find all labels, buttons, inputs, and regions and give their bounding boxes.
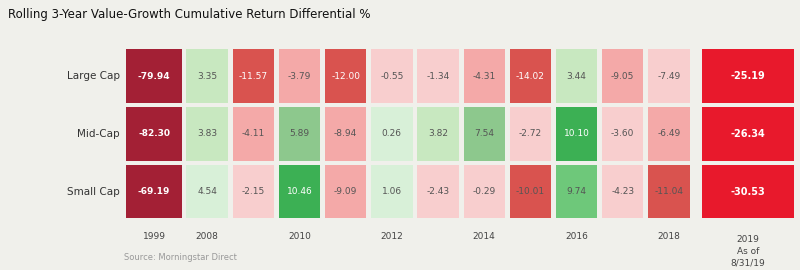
Text: 2016: 2016 xyxy=(565,232,588,241)
Text: 2018: 2018 xyxy=(658,232,680,241)
Text: 9.74: 9.74 xyxy=(566,187,586,196)
Text: -11.04: -11.04 xyxy=(654,187,683,196)
Text: 2019
As of
8/31/19: 2019 As of 8/31/19 xyxy=(730,235,766,268)
Text: -3.60: -3.60 xyxy=(611,129,634,139)
Text: 3.83: 3.83 xyxy=(197,129,217,139)
Text: Source: Morningstar Direct: Source: Morningstar Direct xyxy=(124,253,237,262)
Text: 10.10: 10.10 xyxy=(564,129,590,139)
Text: 7.54: 7.54 xyxy=(474,129,494,139)
Text: 2008: 2008 xyxy=(196,232,218,241)
Text: -0.55: -0.55 xyxy=(380,72,403,81)
Text: 3.44: 3.44 xyxy=(566,72,586,81)
Text: 2014: 2014 xyxy=(473,232,495,241)
Text: -1.34: -1.34 xyxy=(426,72,450,81)
Text: -4.23: -4.23 xyxy=(611,187,634,196)
Text: -79.94: -79.94 xyxy=(138,72,170,81)
Text: -25.19: -25.19 xyxy=(730,71,766,81)
Text: -4.31: -4.31 xyxy=(473,72,496,81)
Text: -30.53: -30.53 xyxy=(730,187,766,197)
Text: 3.82: 3.82 xyxy=(428,129,448,139)
Text: 1.06: 1.06 xyxy=(382,187,402,196)
Text: 2010: 2010 xyxy=(288,232,311,241)
Text: -7.49: -7.49 xyxy=(658,72,681,81)
Text: -8.94: -8.94 xyxy=(334,129,358,139)
Text: 10.46: 10.46 xyxy=(286,187,312,196)
Text: -12.00: -12.00 xyxy=(331,72,360,81)
Text: Rolling 3-Year Value-Growth Cumulative Return Differential %: Rolling 3-Year Value-Growth Cumulative R… xyxy=(8,8,370,21)
Text: -2.15: -2.15 xyxy=(242,187,265,196)
Text: -11.57: -11.57 xyxy=(238,72,268,81)
Text: -0.29: -0.29 xyxy=(473,187,496,196)
Text: -2.72: -2.72 xyxy=(519,129,542,139)
Text: 4.54: 4.54 xyxy=(197,187,217,196)
Text: 0.26: 0.26 xyxy=(382,129,402,139)
Text: Small Cap: Small Cap xyxy=(67,187,120,197)
Text: -3.79: -3.79 xyxy=(288,72,311,81)
Text: 2012: 2012 xyxy=(381,232,403,241)
Text: -14.02: -14.02 xyxy=(516,72,545,81)
Text: -26.34: -26.34 xyxy=(730,129,766,139)
Text: -4.11: -4.11 xyxy=(242,129,265,139)
Text: -9.05: -9.05 xyxy=(611,72,634,81)
Text: 1999: 1999 xyxy=(142,232,166,241)
Text: -10.01: -10.01 xyxy=(516,187,545,196)
Text: 5.89: 5.89 xyxy=(290,129,310,139)
Text: -9.09: -9.09 xyxy=(334,187,358,196)
Text: -6.49: -6.49 xyxy=(658,129,681,139)
Text: -69.19: -69.19 xyxy=(138,187,170,196)
Text: 3.35: 3.35 xyxy=(197,72,217,81)
Text: -82.30: -82.30 xyxy=(138,129,170,139)
Text: Large Cap: Large Cap xyxy=(67,71,120,81)
Text: Mid-Cap: Mid-Cap xyxy=(78,129,120,139)
Text: -2.43: -2.43 xyxy=(426,187,450,196)
